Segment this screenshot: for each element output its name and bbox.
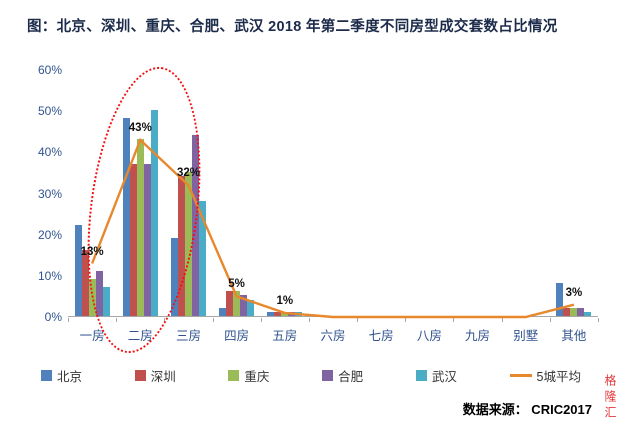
x-axis-tick <box>501 318 503 322</box>
x-axis-tick <box>405 318 407 322</box>
legend-label: 北京 <box>57 370 83 384</box>
y-tick-label: 20% <box>37 227 62 242</box>
line-data-label: 1% <box>276 294 294 307</box>
bar-合肥-五房 <box>288 311 296 316</box>
bar-重庆-五房 <box>281 311 289 316</box>
y-tick-label: 0% <box>44 310 62 324</box>
x-axis-tick <box>116 318 118 322</box>
x-category-label: 六房 <box>320 329 346 343</box>
x-category-label: 三房 <box>175 329 201 343</box>
x-category-label: 别墅 <box>513 329 539 343</box>
bar-重庆-其他 <box>570 307 578 316</box>
bar-北京-四房 <box>219 307 227 316</box>
legend-swatch-icon <box>415 370 427 381</box>
legend: 北京 深圳 重庆 合肥 武汉 5城平均 <box>41 366 581 385</box>
legend-label: 重庆 <box>244 370 270 384</box>
x-category-label: 二房 <box>127 329 153 343</box>
y-tick-label: 40% <box>37 145 62 160</box>
bar-合肥-四房 <box>240 295 248 316</box>
bar-武汉-三房 <box>199 200 206 316</box>
x-category-label: 四房 <box>224 329 250 343</box>
bar-深圳-五房 <box>274 311 282 316</box>
bar-北京-五房 <box>267 311 275 316</box>
legend-item-武汉: 武汉 <box>415 366 457 385</box>
plot-area: 13% 43% 32% 5% 1% 3% <box>68 60 598 360</box>
bar-武汉-五房 <box>295 311 303 316</box>
y-tick-label: 10% <box>37 268 62 283</box>
x-category-label: 九房 <box>465 329 491 343</box>
legend-item-北京: 北京 <box>41 366 82 385</box>
line-data-label: 32% <box>176 167 201 180</box>
x-category-label: 五房 <box>272 329 298 343</box>
line-data-label: 5% <box>228 278 245 291</box>
x-category-label: 一房 <box>79 329 105 343</box>
x-category-label: 其他 <box>561 329 587 343</box>
x-category-label: 七房 <box>368 329 394 343</box>
y-tick-label: 30% <box>37 186 62 201</box>
legend-item-深圳: 深圳 <box>134 366 176 385</box>
legend-label: 深圳 <box>150 370 176 384</box>
watermark: 格隆汇 <box>603 374 617 422</box>
legend-label: 5城平均 <box>536 370 581 384</box>
bar-武汉-四房 <box>247 299 255 316</box>
legend-label: 武汉 <box>431 370 457 384</box>
legend-item-重庆: 重庆 <box>228 366 269 385</box>
x-axis-tick <box>308 318 310 322</box>
legend-swatch-icon <box>228 370 240 381</box>
bar-深圳-其他 <box>563 307 571 316</box>
bar-武汉-其他 <box>584 311 592 316</box>
x-axis-tick <box>164 318 166 322</box>
x-category-label: 八房 <box>416 329 442 343</box>
x-axis-tick <box>549 318 551 322</box>
legend-label: 合肥 <box>338 370 364 384</box>
legend-line-swatch-icon <box>509 374 532 377</box>
legend-item-合肥: 合肥 <box>322 366 363 385</box>
bar-合肥-其他 <box>577 307 585 316</box>
bar-北京-一房 <box>74 225 82 316</box>
x-axis-tick <box>212 318 214 322</box>
chart-title: 图：北京、深圳、重庆、合肥、武汉 2018 年第二季度不同房型成交套数占比情况 <box>27 19 558 35</box>
bar-重庆-四房 <box>233 291 241 316</box>
bar-深圳-四房 <box>226 291 234 316</box>
legend-item-5城平均: 5城平均 <box>509 366 581 385</box>
line-data-label: 13% <box>80 245 104 258</box>
legend-swatch-icon <box>322 370 334 381</box>
bar-深圳-一房 <box>81 250 89 316</box>
x-axis-tick <box>68 318 69 322</box>
legend-swatch-icon <box>41 370 52 381</box>
x-axis-tick <box>598 318 599 322</box>
source-note: 数据来源： CRIC2017 <box>462 402 592 417</box>
line-data-label: 43% <box>128 122 152 134</box>
x-axis-tick <box>260 318 262 322</box>
y-tick-label: 60% <box>37 63 62 77</box>
legend-swatch-icon <box>134 370 146 381</box>
y-tick-label: 50% <box>37 104 62 119</box>
x-axis-tick <box>357 318 359 322</box>
x-axis-tick <box>453 318 455 322</box>
line-data-label: 3% <box>565 286 583 299</box>
